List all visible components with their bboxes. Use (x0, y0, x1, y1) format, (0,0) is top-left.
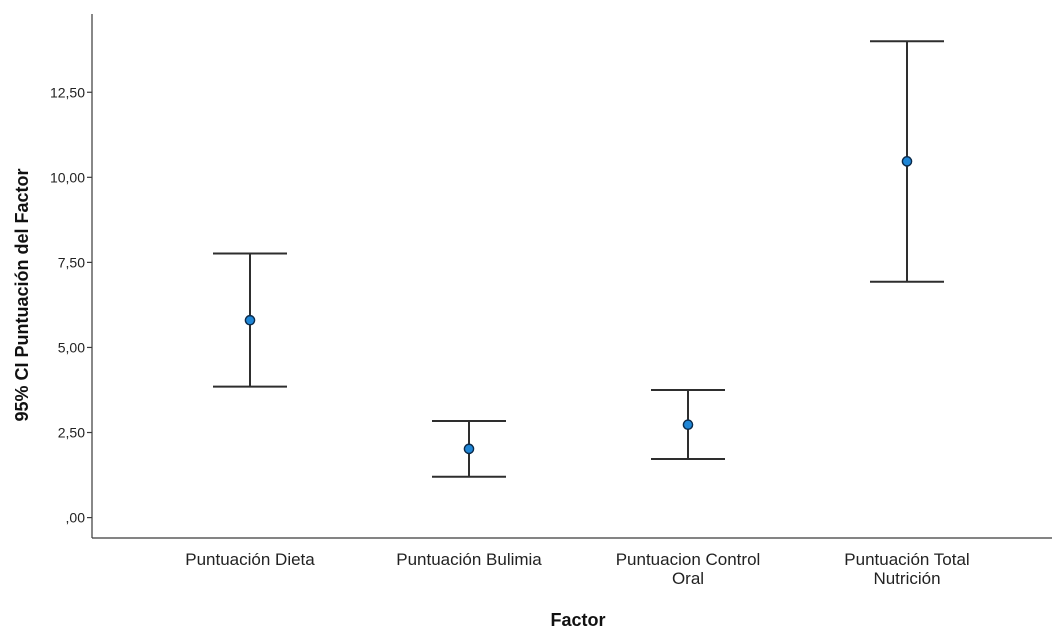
mean-point (682, 419, 694, 430)
y-tick-label: 5,00 (58, 339, 85, 355)
y-axis-title: 95% CI Puntuación del Factor (12, 168, 32, 421)
x-category-label-line: Puntuación Bulimia (396, 550, 542, 569)
x-category-label-line: Nutrición (873, 569, 940, 588)
mean-point (901, 156, 913, 167)
mean-point (244, 314, 256, 326)
mean-points (244, 156, 913, 455)
error-bars (213, 40, 944, 478)
plot-area: ,00 2,50 5,00 7,50 10,00 12,50 Puntuación Die… (50, 14, 1052, 588)
y-ticks: ,00 2,50 5,00 7,50 10,00 12,50 (50, 84, 92, 526)
x-category-label-line: Puntuación Total (844, 550, 969, 569)
x-category-label-line: Puntuacion Control (616, 550, 761, 569)
y-tick-label: 10,00 (50, 169, 85, 185)
mean-point (463, 443, 475, 455)
x-category-label-line: Oral (672, 569, 704, 588)
y-tick-label: 12,50 (50, 84, 85, 100)
x-ticks: Puntuación Dieta Puntuación Bulimia Puntua… (185, 550, 969, 588)
x-category-label: Puntuación Bulimia (396, 550, 542, 569)
x-category-label-line: Puntuación Dieta (185, 550, 315, 569)
y-tick-label: ,00 (66, 510, 86, 526)
x-category-label: Puntuación Total Nutrición (844, 550, 969, 588)
x-category-label: Puntuación Dieta (185, 550, 315, 569)
y-tick-label: 2,50 (58, 425, 85, 441)
y-tick-label: 7,50 (58, 254, 85, 270)
x-axis-title: Factor (550, 610, 605, 628)
x-category-label: Puntuacion Control Oral (616, 550, 761, 588)
